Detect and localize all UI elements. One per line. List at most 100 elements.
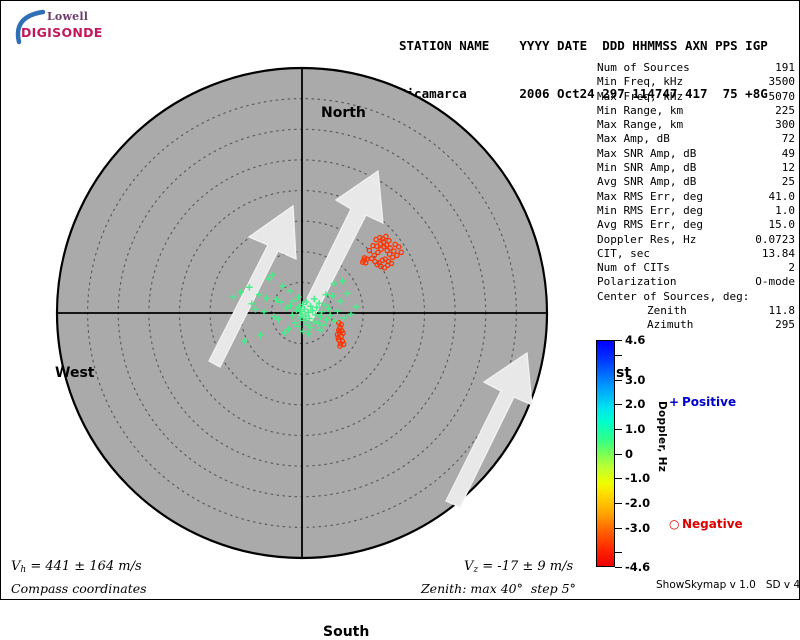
center-of-sources-heading: Center of Sources, deg: bbox=[597, 289, 750, 303]
param-key: CIT, sec bbox=[597, 246, 650, 260]
data-point-positive bbox=[288, 312, 296, 319]
data-point-negative bbox=[398, 249, 405, 256]
data-point-positive bbox=[320, 321, 327, 329]
data-point-positive bbox=[281, 329, 289, 336]
data-point-positive bbox=[306, 315, 313, 322]
data-point-positive bbox=[321, 301, 329, 309]
param-row: Max RMS Err, deg 41.0 bbox=[597, 190, 795, 204]
param-key: Avg SNR Amp, dB bbox=[597, 175, 697, 189]
param-value: 0.0723 bbox=[755, 232, 795, 246]
param-row: Max Freq, kHz 5070 bbox=[597, 90, 795, 104]
data-point-positive bbox=[302, 298, 310, 306]
vz-subscript: z bbox=[473, 565, 479, 575]
data-point-positive bbox=[300, 317, 308, 324]
center-zenith-row: Zenith 11.8 bbox=[597, 304, 795, 318]
colorbar-tick bbox=[615, 404, 622, 406]
data-point-positive bbox=[296, 314, 304, 322]
data-point-positive bbox=[260, 308, 268, 316]
data-point-positive bbox=[316, 326, 324, 334]
data-point-negative bbox=[394, 252, 400, 259]
param-row: Doppler Res, Hz 0.0723 bbox=[597, 233, 795, 247]
data-point-positive bbox=[307, 324, 315, 331]
data-point-positive bbox=[309, 307, 316, 314]
param-row: Min Range, km 225 bbox=[597, 104, 795, 118]
data-point-negative bbox=[359, 259, 366, 265]
param-key: Max Amp, dB bbox=[597, 132, 670, 146]
param-key: Max RMS Err, deg bbox=[597, 189, 703, 203]
data-point-positive bbox=[322, 291, 330, 298]
param-key: Min Freq, kHz bbox=[597, 75, 684, 89]
param-row: Num of Sources 191 bbox=[597, 61, 795, 75]
data-point-negative bbox=[335, 334, 341, 341]
negative-doppler-points bbox=[334, 233, 405, 349]
param-row: Num of CITs 2 bbox=[597, 261, 795, 275]
station-header: STATION NAME YYYY DATE DDD HHMMSS AXN PP… bbox=[399, 6, 768, 134]
vz-symbol: V bbox=[464, 559, 474, 574]
data-point-positive bbox=[286, 287, 294, 295]
data-point-positive bbox=[313, 304, 320, 311]
param-row: Min SNR Amp, dB 12 bbox=[597, 161, 795, 175]
param-value: 15.0 bbox=[768, 218, 796, 232]
header-value-row: Jicamarca 2006 Oct24 297 114747 417 75 +… bbox=[399, 86, 768, 101]
colorbar-tick bbox=[615, 453, 622, 455]
data-point-negative bbox=[340, 330, 346, 336]
param-key: Max Freq, kHz bbox=[597, 89, 684, 103]
param-key: Polarization bbox=[597, 275, 677, 289]
data-point-positive bbox=[282, 304, 290, 312]
data-point-negative bbox=[366, 247, 373, 254]
horizontal-velocity-annotation: Vh = 441 ± 164 m/s bbox=[11, 559, 142, 575]
data-point-positive bbox=[277, 298, 285, 306]
param-row: Min RMS Err, deg 1.0 bbox=[597, 204, 795, 218]
colorbar-tick bbox=[615, 567, 622, 568]
legend-positive-label: Positive bbox=[682, 395, 737, 409]
data-point-positive bbox=[325, 305, 332, 313]
colorbar-tick bbox=[615, 502, 622, 504]
data-point-positive bbox=[330, 280, 338, 287]
param-row: Polarization O-mode bbox=[597, 275, 795, 289]
colorbar-tick bbox=[615, 478, 622, 480]
center-zenith-label: Zenith bbox=[647, 304, 687, 318]
data-point-positive bbox=[318, 308, 325, 316]
param-value: 3500 bbox=[768, 75, 796, 89]
data-point-positive bbox=[329, 292, 336, 300]
data-point-negative bbox=[335, 327, 342, 333]
compass-label-north: North bbox=[321, 105, 366, 121]
compass-label-south: South bbox=[323, 624, 370, 640]
colorbar-tick bbox=[615, 428, 622, 430]
data-point-positive bbox=[304, 309, 312, 316]
plus-marker-icon: + bbox=[669, 395, 680, 409]
data-point-negative bbox=[380, 239, 387, 245]
param-value: 191 bbox=[775, 61, 795, 74]
data-point-negative bbox=[386, 251, 393, 257]
logo-arc-icon bbox=[15, 9, 46, 45]
colorbar-tick-label: -1.0 bbox=[625, 471, 651, 486]
param-value: 300 bbox=[775, 118, 795, 132]
data-point-positive bbox=[248, 300, 256, 308]
data-point-positive bbox=[314, 320, 322, 327]
data-point-negative bbox=[370, 242, 376, 249]
data-point-positive bbox=[237, 288, 245, 296]
data-point-positive bbox=[295, 293, 302, 301]
data-point-positive bbox=[331, 317, 339, 325]
data-point-negative bbox=[383, 233, 389, 240]
colorbar-tick bbox=[615, 527, 622, 529]
vertical-velocity-annotation: Vz = -17 ± 9 m/s bbox=[464, 559, 573, 575]
data-point-positive bbox=[334, 307, 341, 315]
data-point-positive bbox=[326, 312, 334, 319]
param-value: 49 bbox=[781, 146, 795, 160]
legend-negative-label: Negative bbox=[682, 517, 743, 531]
doppler-colorbar bbox=[596, 340, 615, 567]
logo-lowell-text: Lowell bbox=[47, 10, 89, 23]
param-row: Avg RMS Err, deg 15.0 bbox=[597, 218, 795, 232]
colorbar-tick-label: -4.6 bbox=[625, 560, 651, 574]
legend-positive: + Positive bbox=[669, 395, 736, 409]
param-value: 12 bbox=[781, 161, 795, 175]
data-point-positive bbox=[285, 325, 292, 333]
data-point-positive bbox=[323, 316, 330, 324]
data-point-negative bbox=[361, 255, 368, 261]
param-key: Avg RMS Err, deg bbox=[597, 218, 703, 232]
data-point-positive bbox=[287, 302, 294, 309]
param-key: Min SNR Amp, dB bbox=[597, 161, 697, 175]
data-point-positive bbox=[297, 307, 305, 315]
data-point-positive bbox=[317, 313, 324, 320]
